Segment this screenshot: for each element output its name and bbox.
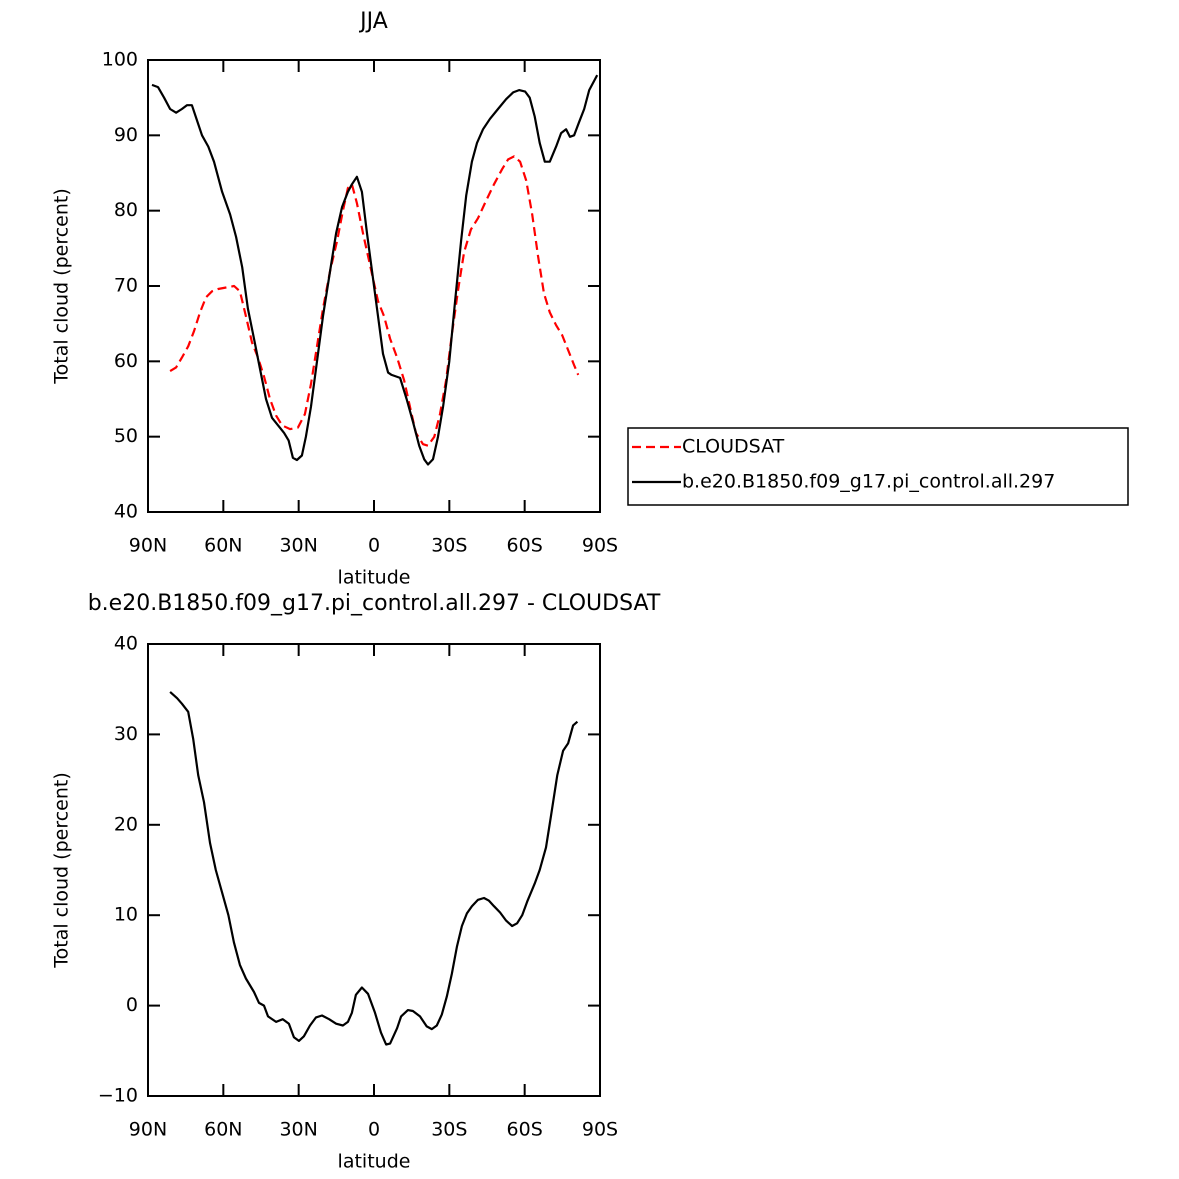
data-line xyxy=(169,691,579,1046)
plot-frame xyxy=(147,643,601,1097)
y-tick-label: 20 xyxy=(114,813,138,835)
x-tick-label: 60S xyxy=(507,1119,543,1141)
y-tick-label: 50 xyxy=(114,425,138,447)
y-tick-label: 30 xyxy=(114,723,138,745)
x-tick-label: 30S xyxy=(431,1119,467,1141)
x-tick-label: 60S xyxy=(507,535,543,557)
x-axis-label: latitude xyxy=(338,567,411,589)
plot-frame xyxy=(147,59,601,513)
y-tick-label: 80 xyxy=(114,199,138,221)
x-tick-label: 0 xyxy=(368,1119,380,1141)
legend-label: CLOUDSAT xyxy=(682,436,785,458)
y-axis-label: Total cloud (percent) xyxy=(51,772,73,969)
y-tick-label: 70 xyxy=(114,275,138,297)
x-axis-label: latitude xyxy=(338,1151,411,1173)
y-tick-label: 90 xyxy=(114,124,138,146)
x-tick-label: 90S xyxy=(582,1119,618,1141)
x-tick-label: 90S xyxy=(582,535,618,557)
data-line xyxy=(151,74,599,466)
chart-title: b.e20.B1850.f09_g17.pi_control.all.297 -… xyxy=(88,591,661,616)
x-tick-label: 30N xyxy=(279,535,317,557)
legend-box xyxy=(627,427,1129,506)
x-tick-label: 60N xyxy=(204,1119,242,1141)
legend-label: b.e20.B1850.f09_g17.pi_control.all.297 xyxy=(682,471,1055,493)
y-tick-label: −10 xyxy=(98,1085,138,1107)
x-tick-label: 90N xyxy=(129,535,167,557)
y-tick-label: 10 xyxy=(114,904,138,926)
y-tick-label: 100 xyxy=(102,49,138,71)
data-line xyxy=(169,155,580,447)
y-tick-label: 0 xyxy=(126,994,138,1016)
y-tick-label: 40 xyxy=(114,501,138,523)
x-tick-label: 60N xyxy=(204,535,242,557)
y-axis-label: Total cloud (percent) xyxy=(51,188,73,385)
y-tick-label: 40 xyxy=(114,633,138,655)
chart-title: JJA xyxy=(358,9,388,34)
x-tick-label: 30N xyxy=(279,1119,317,1141)
x-tick-label: 90N xyxy=(129,1119,167,1141)
x-tick-label: 0 xyxy=(368,535,380,557)
x-tick-label: 30S xyxy=(431,535,467,557)
y-tick-label: 60 xyxy=(114,350,138,372)
